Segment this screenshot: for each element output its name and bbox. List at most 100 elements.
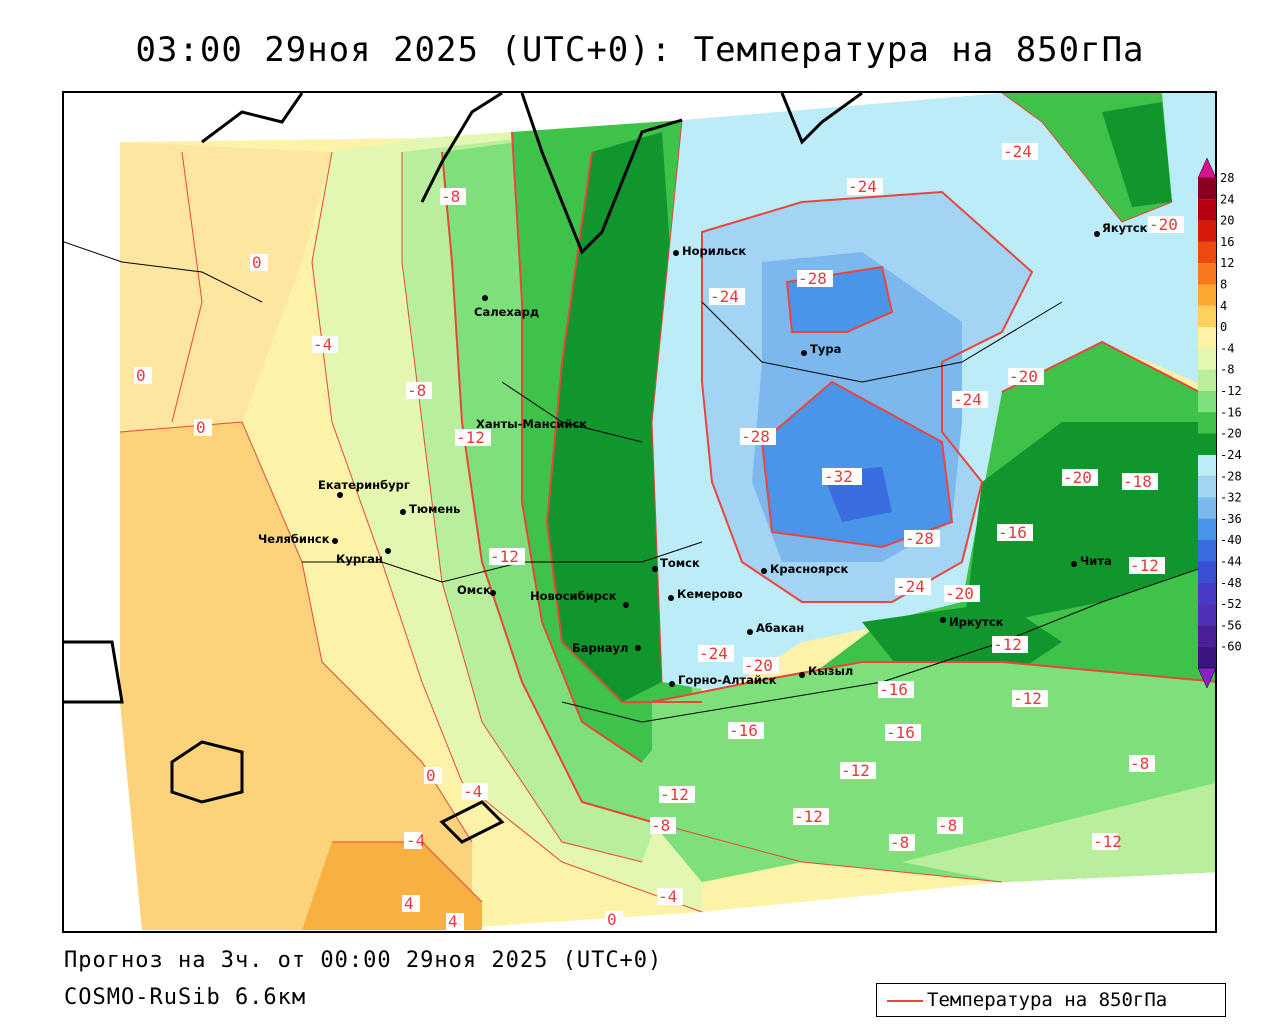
colorbar-cell (1198, 199, 1216, 221)
svg-text:0: 0 (196, 418, 206, 437)
svg-text:-24: -24 (699, 644, 728, 663)
colorbar-cell (1198, 518, 1216, 541)
svg-text:Норильск: Норильск (682, 244, 746, 258)
colorbar-cell (1198, 348, 1216, 370)
svg-text:-8: -8 (407, 381, 426, 400)
forecast-info: Прогноз на 3ч. от 00:00 29ноя 2025 (UTC+… (64, 948, 663, 973)
svg-text:Тюмень: Тюмень (409, 502, 460, 516)
svg-text:Салехард: Салехард (474, 305, 539, 319)
svg-text:-16: -16 (729, 721, 758, 740)
svg-text:-20: -20 (1009, 367, 1038, 386)
colorbar-tick-label: 24 (1220, 192, 1234, 206)
city-irkutsk[interactable]: Иркутск (940, 615, 1004, 629)
colorbar-tick-label: -20 (1220, 427, 1242, 441)
colorbar-bottom-arrow (1197, 667, 1217, 689)
colorbar-tick-label: -4 (1220, 341, 1234, 355)
svg-text:Красноярск: Красноярск (770, 562, 848, 576)
colorbar-cell (1198, 305, 1216, 328)
colorbar-cell (1198, 561, 1216, 583)
svg-text:-16: -16 (998, 523, 1027, 542)
city-tomsk[interactable]: Томск (652, 556, 700, 572)
colorbar-cell (1198, 220, 1216, 242)
colorbar-tick-label: -44 (1220, 554, 1242, 568)
city-krasnoyarsk[interactable]: Красноярск (761, 562, 848, 576)
svg-text:Томск: Томск (660, 556, 700, 570)
city-novosibirsk[interactable]: Новосибирск (530, 589, 629, 608)
svg-text:-12: -12 (1093, 832, 1122, 851)
svg-text:-12: -12 (794, 807, 823, 826)
svg-text:Кызыл: Кызыл (808, 664, 853, 678)
svg-text:-8: -8 (890, 833, 909, 852)
svg-text:-16: -16 (879, 680, 908, 699)
colorbar-cell (1198, 241, 1216, 264)
colorbar-tick-label: 8 (1220, 278, 1227, 292)
map-legend: Температура на 850гПа (876, 983, 1226, 1017)
svg-text:-12: -12 (993, 635, 1022, 654)
svg-text:-24: -24 (953, 390, 982, 409)
colorbar-cell (1198, 497, 1216, 519)
colorbar-tick-label: 12 (1220, 256, 1234, 270)
city-chita[interactable]: Чита (1071, 554, 1112, 568)
svg-text:-32: -32 (824, 467, 853, 486)
svg-text:4: 4 (404, 894, 414, 913)
svg-text:Челябинск: Челябинск (258, 532, 330, 546)
city-kyzyl[interactable]: Кызыл (799, 664, 853, 678)
svg-text:-4: -4 (313, 335, 332, 354)
city-kemerovo[interactable]: Кемерово (668, 587, 743, 601)
colorbar-tick-label: 0 (1220, 320, 1227, 334)
city-omsk[interactable]: Омск (457, 583, 496, 597)
svg-text:0: 0 (426, 766, 436, 785)
city-barnaul[interactable]: Барнаул (572, 641, 641, 655)
svg-text:-24: -24 (896, 577, 925, 596)
legend-label: Температура на 850гПа (927, 989, 1168, 1011)
svg-text:-24: -24 (1003, 142, 1032, 161)
colorbar-tick-label: -24 (1220, 448, 1242, 462)
svg-text:-4: -4 (463, 782, 482, 801)
city-abakan[interactable]: Абакан (747, 621, 804, 635)
map-title: 03:00 29ноя 2025 (UTC+0): Температура на… (135, 30, 1145, 70)
svg-text:-12: -12 (660, 785, 689, 804)
svg-text:0: 0 (607, 910, 617, 929)
colorbar-tick-label: -28 (1220, 469, 1242, 483)
colorbar-top-arrow (1197, 157, 1217, 179)
colorbar-cell (1198, 646, 1216, 668)
colorbar-cell (1198, 540, 1216, 562)
svg-text:-20: -20 (1063, 468, 1092, 487)
colorbar-cell (1198, 433, 1216, 455)
city-markers: Норильск Салехард Тура Якутск Ханты-Манс… (258, 221, 1148, 687)
svg-text:-12: -12 (1013, 689, 1042, 708)
map-area[interactable]: Норильск Салехард Тура Якутск Ханты-Манс… (62, 91, 1217, 933)
city-yekaterinburg[interactable]: Екатеринбург (318, 478, 410, 498)
colorbar-tick-label: -48 (1220, 576, 1242, 590)
colorbar-tick-label: 20 (1220, 214, 1234, 228)
svg-text:Новосибирск: Новосибирск (530, 589, 617, 603)
city-chelyabinsk[interactable]: Челябинск (258, 532, 338, 546)
model-name: COSMO-RuSib 6.6км (64, 985, 307, 1010)
svg-text:-16: -16 (886, 723, 915, 742)
svg-text:-12: -12 (1130, 556, 1159, 575)
colorbar-tick-label: -32 (1220, 491, 1242, 505)
colorbar-cell (1198, 178, 1216, 200)
colorbar-tick-label: -52 (1220, 597, 1242, 611)
svg-text:-28: -28 (798, 269, 827, 288)
svg-text:Горно-Алтайск: Горно-Алтайск (678, 673, 777, 687)
svg-text:-20: -20 (744, 656, 773, 675)
city-tyumen[interactable]: Тюмень (400, 502, 460, 516)
svg-text:-20: -20 (1149, 215, 1178, 234)
city-gorno-altaysk[interactable]: Горно-Алтайск (669, 673, 777, 687)
colorbar-tick-label: -16 (1220, 405, 1242, 419)
city-salekhard[interactable]: Салехард (474, 295, 539, 319)
svg-text:-24: -24 (710, 287, 739, 306)
city-norilsk[interactable]: Норильск (673, 244, 746, 258)
city-tura[interactable]: Тура (801, 342, 841, 356)
svg-text:Тура: Тура (810, 342, 841, 356)
city-kurgan[interactable]: Курган (336, 548, 391, 566)
svg-text:Курган: Курган (336, 552, 383, 566)
city-yakutsk[interactable]: Якутск (1094, 221, 1148, 237)
svg-text:-12: -12 (841, 761, 870, 780)
temperature-field (120, 93, 1215, 930)
svg-text:-12: -12 (456, 428, 485, 447)
colorbar-cell (1198, 412, 1216, 434)
svg-text:Барнаул: Барнаул (572, 641, 628, 655)
svg-text:-28: -28 (741, 427, 770, 446)
